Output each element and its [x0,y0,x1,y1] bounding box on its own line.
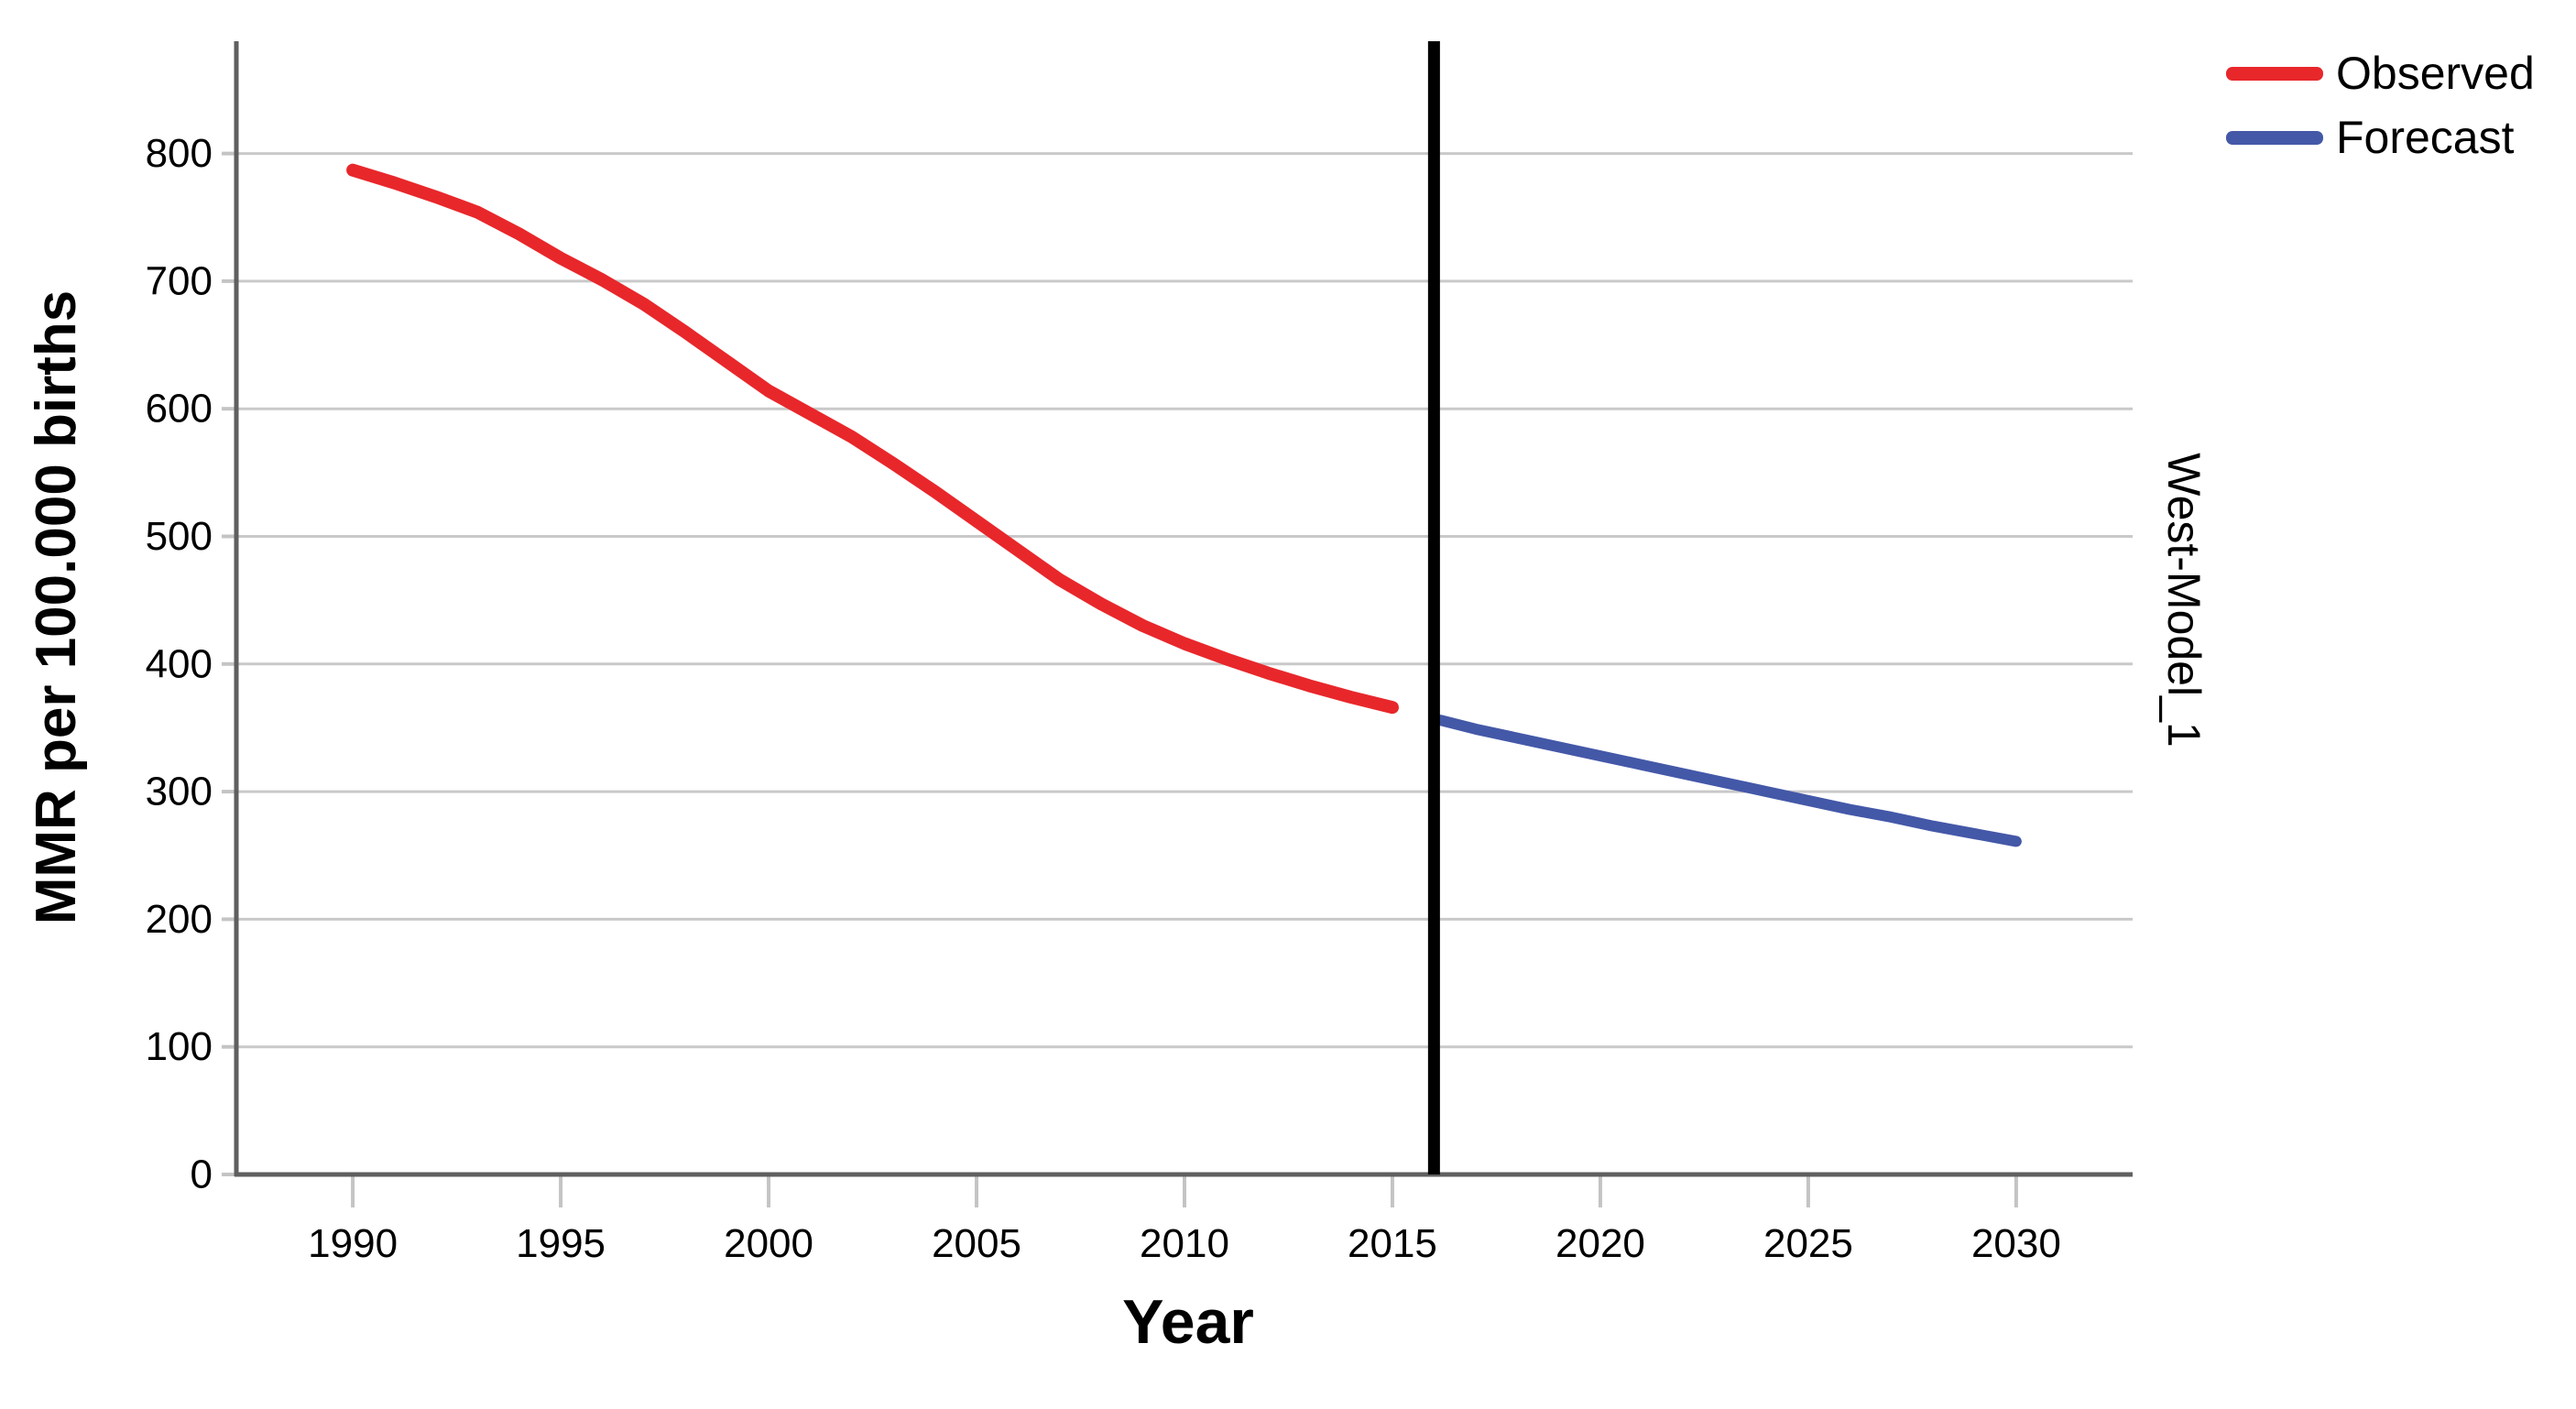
model-name-label: West-Model_1 [2158,453,2210,748]
y-tick-label: 200 [146,897,213,942]
legend-item-forecast: Forecast [2226,108,2535,167]
y-tick-label: 700 [146,258,213,303]
x-tick-label: 2030 [1971,1221,2061,1266]
x-tick-label: 2015 [1348,1221,1437,1266]
x-tick-label: 2010 [1140,1221,1229,1266]
legend-label-forecast: Forecast [2336,112,2515,163]
y-tick-label: 800 [146,131,213,176]
x-tick-label: 2005 [932,1221,1021,1266]
observed-line-swatch [2226,66,2323,81]
forecast-line-swatch [2226,130,2323,145]
legend-item-observed: Observed [2226,44,2535,103]
legend-label-observed: Observed [2336,48,2535,99]
legend: Observed Forecast [2226,44,2535,167]
y-tick-label: 0 [191,1152,213,1197]
x-tick-label: 2025 [1763,1221,1853,1266]
y-axis-title: MMR per 100.000 births [25,289,88,925]
x-tick-label: 2020 [1555,1221,1645,1266]
observed-line [346,163,1399,715]
x-tick-label: 1995 [516,1221,606,1266]
forecast-line [1435,715,2022,847]
y-tick-label: 300 [146,770,213,814]
y-tick-label: 400 [146,641,213,686]
y-tick-label: 500 [146,514,213,559]
x-axis-title: Year [1122,1287,1254,1357]
x-tick-label: 1990 [308,1221,398,1266]
x-tick-label: 2000 [724,1221,813,1266]
y-tick-label: 100 [146,1024,213,1069]
y-tick-label: 600 [146,387,213,431]
